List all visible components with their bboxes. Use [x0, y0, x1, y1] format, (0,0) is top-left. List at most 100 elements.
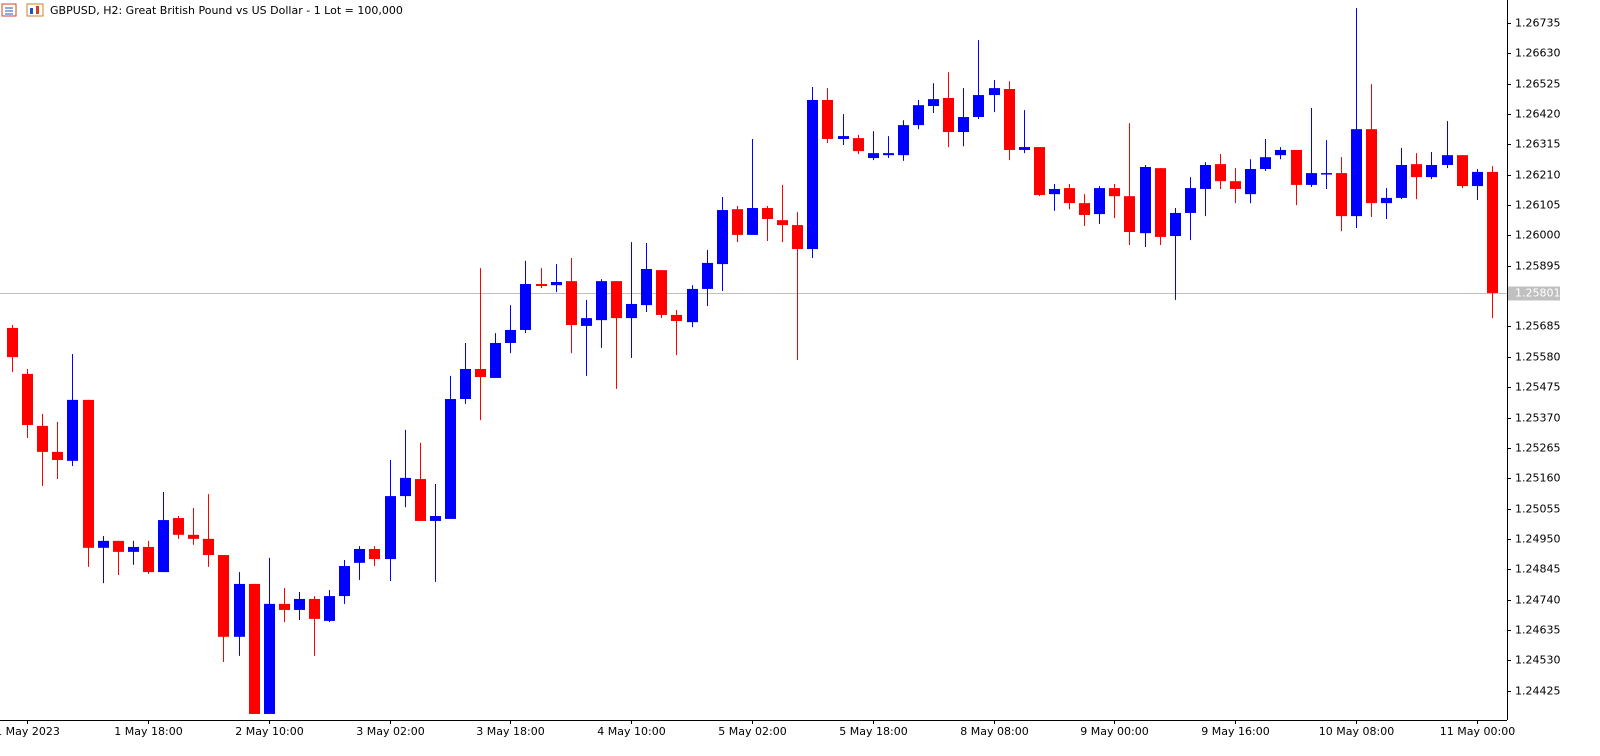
candle-body: [490, 342, 501, 378]
candle-body: [188, 534, 199, 539]
candle-body: [1426, 164, 1437, 178]
candle-body: [702, 262, 713, 289]
candle-body: [1291, 149, 1302, 185]
candle-body: [1215, 164, 1226, 182]
y-tick-label: 1.26630: [1515, 47, 1561, 60]
candle-body: [913, 105, 924, 126]
candle-body: [505, 329, 516, 343]
y-tick-label: 1.26105: [1515, 199, 1561, 212]
candle-body: [158, 520, 169, 573]
candle-body: [324, 596, 335, 621]
candle-body: [460, 368, 471, 400]
x-tick-label: 11 May 00:00: [1440, 725, 1515, 738]
candle-body: [943, 97, 954, 133]
candle-body: [1109, 188, 1120, 197]
candle-body: [1396, 164, 1407, 198]
candle-body: [1260, 157, 1271, 170]
y-tick-label: 1.24740: [1515, 594, 1561, 607]
candle-body: [400, 477, 411, 497]
candle-body: [958, 117, 969, 133]
candle-body: [83, 399, 94, 548]
candle-body: [1155, 168, 1166, 237]
candle-body: [777, 220, 788, 226]
x-tick-label: 3 May 18:00: [476, 725, 544, 738]
candle-body: [1094, 188, 1105, 215]
y-tick-label: 1.26735: [1515, 17, 1561, 30]
candle-body: [656, 270, 667, 315]
candle-body: [1185, 188, 1196, 213]
x-tick-label: 9 May 16:00: [1201, 725, 1269, 738]
candle-body: [1381, 197, 1392, 204]
y-tick-label: 1.26000: [1515, 229, 1561, 242]
candle-body: [218, 555, 229, 637]
icon-bar: [30, 8, 33, 14]
candle-body: [1321, 173, 1332, 175]
candle-body: [883, 153, 894, 156]
candle-body: [128, 546, 139, 552]
candle-body: [113, 540, 124, 552]
candle-body: [67, 399, 78, 461]
candle-body: [536, 284, 547, 287]
y-tick-label: 1.24425: [1515, 685, 1561, 698]
candle-body: [1411, 164, 1422, 178]
candle-body: [1019, 147, 1030, 150]
candle-body: [928, 99, 939, 107]
candle-body: [203, 538, 214, 556]
x-tick-label: 10 May 08:00: [1319, 725, 1394, 738]
candle-body: [369, 548, 380, 560]
y-tick-label: 1.25265: [1515, 442, 1561, 455]
candle-body: [445, 399, 456, 519]
current-price-label: 1.25801: [1515, 287, 1561, 300]
x-tick-label: 5 May 02:00: [718, 725, 786, 738]
candle-body: [596, 281, 607, 321]
icon-list: [1, 3, 17, 17]
candle-body: [1079, 203, 1090, 215]
y-tick-label: 1.26525: [1515, 78, 1561, 91]
candle-body: [1275, 149, 1286, 156]
x-tick-label: 8 May 08:00: [960, 725, 1028, 738]
candle-body: [98, 540, 109, 548]
x-tick-label: 4 May 10:00: [597, 725, 665, 738]
candle-body: [7, 327, 18, 358]
header-icons: [1, 3, 44, 17]
candle-body: [1457, 155, 1468, 187]
candle-body: [687, 288, 698, 323]
candle-body: [717, 210, 728, 265]
candle-body: [1004, 88, 1015, 150]
candle-body: [249, 583, 260, 714]
candle-body: [898, 125, 909, 156]
y-tick-label: 1.25055: [1515, 503, 1561, 516]
x-tick-label: 2 May 10:00: [235, 725, 303, 738]
icon-bar: [36, 6, 39, 14]
candle-body: [264, 603, 275, 714]
candle-body: [807, 99, 818, 250]
candle-body: [1472, 171, 1483, 187]
candle-body: [1366, 129, 1377, 204]
candle-body: [37, 425, 48, 452]
x-tick-label: 3 May 02:00: [356, 725, 424, 738]
candle-body: [1034, 147, 1045, 196]
candle-body: [1200, 164, 1211, 189]
candle-body: [354, 548, 365, 563]
candle-body: [566, 281, 577, 326]
candle-body: [973, 95, 984, 118]
candle-body: [279, 603, 290, 610]
candle-body: [339, 566, 350, 597]
candle-body: [520, 284, 531, 330]
chart-title: GBPUSD, H2: Great British Pound vs US Do…: [50, 4, 403, 17]
y-tick-label: 1.25160: [1515, 472, 1561, 485]
y-tick-label: 1.26210: [1515, 169, 1561, 182]
x-tick-label: 1 May 2023: [0, 725, 60, 738]
candle-body: [641, 268, 652, 306]
candle-body: [1336, 173, 1347, 217]
candle-body: [838, 136, 849, 139]
candle-body: [732, 209, 743, 235]
candle-body: [989, 88, 1000, 96]
candle-body: [52, 451, 63, 460]
y-tick-label: 1.24635: [1515, 624, 1561, 637]
candle-body: [792, 225, 803, 250]
candle-body: [22, 373, 33, 426]
icon-chart: [26, 3, 44, 17]
